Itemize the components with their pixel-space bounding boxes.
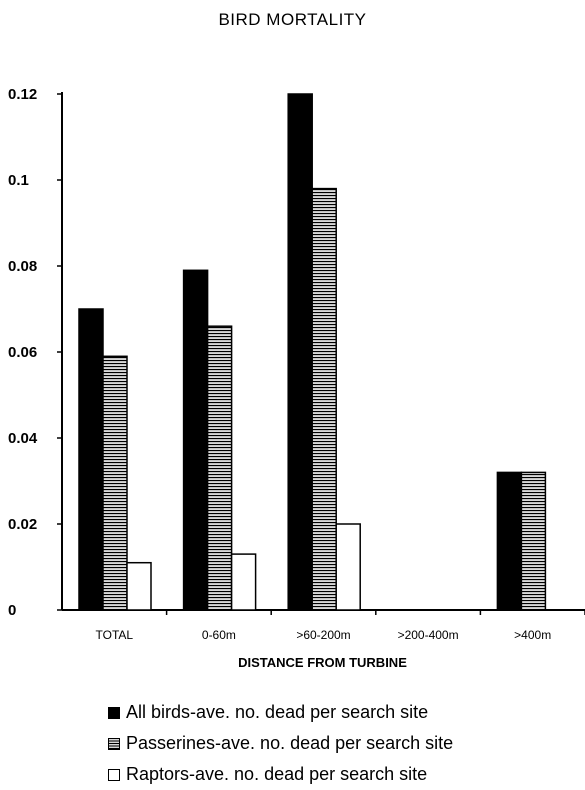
legend-item-passerines: Passerines-ave. no. dead per search site [108,728,453,759]
bar-all-birds [78,308,104,611]
legend-label: Raptors-ave. no. dead per search site [126,764,428,784]
bar-passerines [520,471,547,611]
x-axis-label: DISTANCE FROM TURBINE [238,655,407,670]
legend-item-all-birds: All birds-ave. no. dead per search site [108,697,453,728]
legend-item-raptors: Raptors-ave. no. dead per search site [108,759,453,790]
x-tick-label: >60-200m [296,628,350,640]
bar-all-birds [496,471,523,611]
x-tick-label: >400m [514,628,551,640]
y-tick-label: 0.04 [8,430,38,447]
bar-passerines [206,325,233,611]
x-tick-label: 0-60m [202,628,236,640]
plot-area: 0 0.02 0.04 0.06 0.08 0.1 0.12 TOTAL 0-60m >60-20… [8,86,585,640]
legend-label: Passerines-ave. no. dead per search site [126,733,454,753]
bar-all-birds [287,93,313,611]
x-tick-label: TOTAL [96,628,134,640]
legend-swatch-black-icon [108,706,120,719]
y-tick-label: 0.12 [8,86,37,103]
legend: All birds-ave. no. dead per search site … [108,697,453,790]
legend-swatch-white-icon [108,768,120,781]
y-tick-label: 0 [8,602,16,619]
bar-raptors [126,561,152,611]
legend-label: All birds-ave. no. dead per search site [126,702,429,722]
bar-passerines [102,355,128,611]
bar-raptors [335,523,361,611]
y-tick-label: 0.08 [8,258,37,275]
y-tick-label: 0.02 [8,516,37,533]
bar-raptors [230,553,257,611]
y-tick-label: 0.06 [8,344,37,361]
chart-title: BIRD MORTALITY [218,10,367,29]
x-tick-label: >200-400m [398,628,459,640]
bar-passerines [311,187,337,611]
y-tick-label: 0.1 [8,172,29,189]
legend-swatch-hatched-icon [108,737,120,750]
bar-all-birds [182,269,209,611]
